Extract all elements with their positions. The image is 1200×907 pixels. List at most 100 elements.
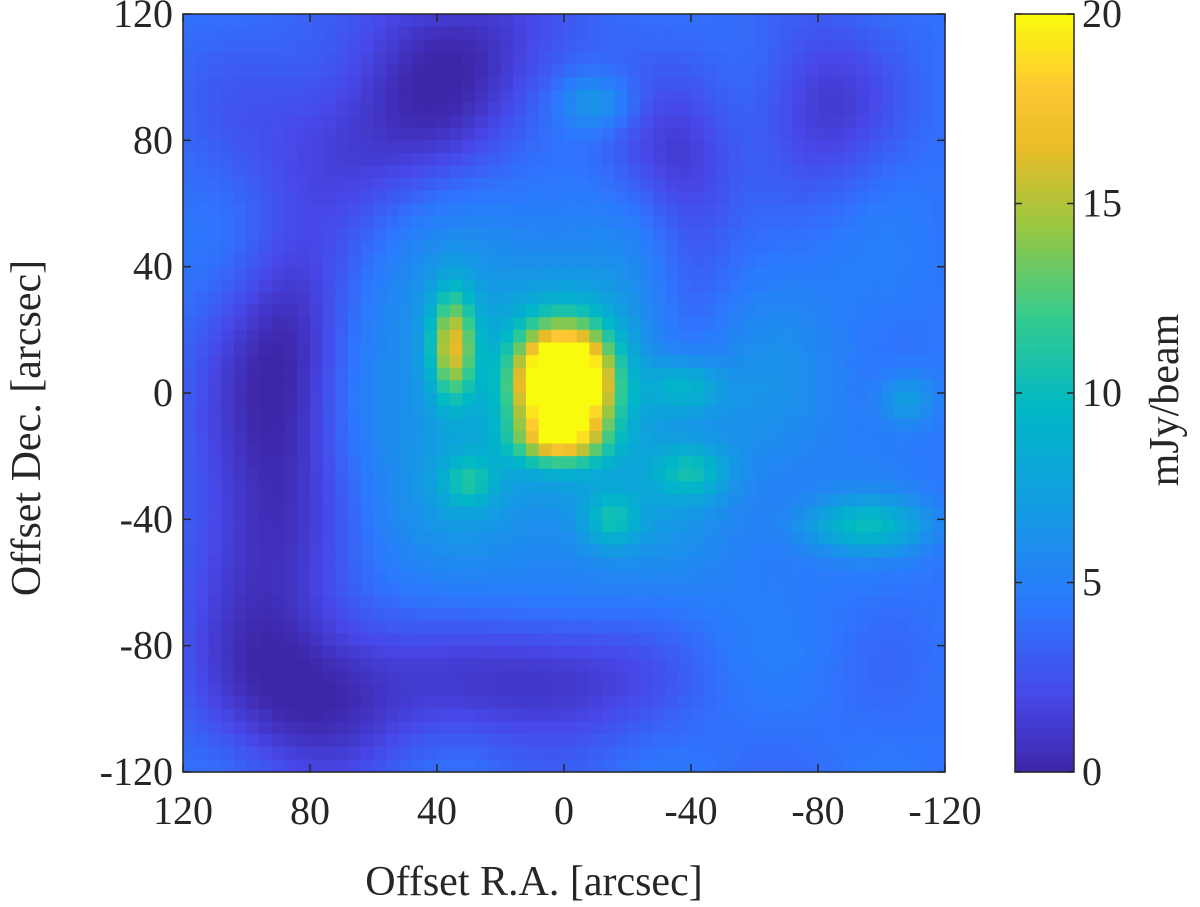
colorbar-label: mJy/beam xyxy=(1142,313,1188,486)
colorbar-segment xyxy=(1015,134,1074,141)
heatmap-cell xyxy=(576,696,590,710)
heatmap-cell xyxy=(564,279,578,293)
heatmap-cell xyxy=(284,329,298,344)
heatmap-cell xyxy=(665,355,679,369)
heatmap-cell xyxy=(221,557,235,571)
heatmap-cell xyxy=(627,405,641,419)
heatmap-cell xyxy=(792,254,806,268)
heatmap-cell xyxy=(513,734,527,748)
heatmap-cell xyxy=(932,734,946,748)
heatmap-cell xyxy=(462,64,476,78)
heatmap-cell xyxy=(627,443,641,457)
heatmap-cell xyxy=(716,140,730,154)
heatmap-cell xyxy=(398,216,413,230)
heatmap-cell xyxy=(741,405,756,419)
heatmap-cell xyxy=(449,645,463,659)
heatmap-cell xyxy=(449,456,463,470)
heatmap-cell xyxy=(322,721,336,735)
heatmap-cell xyxy=(779,140,794,154)
heatmap-cell xyxy=(424,228,438,242)
heatmap-cell xyxy=(525,557,540,571)
heatmap-cell xyxy=(335,291,349,306)
heatmap-cell xyxy=(398,317,413,331)
heatmap-cell xyxy=(183,115,197,129)
heatmap-cell xyxy=(767,645,781,659)
heatmap-cell xyxy=(691,342,705,356)
heatmap-cell xyxy=(462,203,476,217)
heatmap-cell xyxy=(919,165,933,179)
heatmap-cell xyxy=(411,178,425,192)
colorbar-tick-label: 10 xyxy=(1082,370,1122,415)
heatmap-cell xyxy=(589,266,603,280)
heatmap-cell xyxy=(665,393,679,407)
heatmap-cell xyxy=(729,430,743,445)
colorbar-segment xyxy=(1015,51,1074,59)
heatmap-cell xyxy=(487,329,502,344)
heatmap-cell xyxy=(310,241,324,255)
heatmap-cell xyxy=(805,759,819,773)
heatmap-cell xyxy=(246,658,260,672)
heatmap-cell xyxy=(348,734,362,748)
heatmap-cell xyxy=(386,190,400,205)
heatmap-cell xyxy=(602,77,616,91)
heatmap-cell xyxy=(551,165,565,179)
heatmap-cell xyxy=(259,620,273,634)
heatmap-cell xyxy=(716,89,730,104)
heatmap-cell xyxy=(602,443,616,457)
heatmap-cell xyxy=(221,418,235,432)
heatmap-cell xyxy=(271,241,286,255)
heatmap-cell xyxy=(932,51,946,66)
colorbar-segment xyxy=(1015,639,1074,647)
y-tick-label: 40 xyxy=(133,244,173,289)
heatmap-cell xyxy=(538,216,552,230)
heatmap-cell xyxy=(233,51,248,66)
heatmap-cell xyxy=(614,708,629,723)
heatmap-cell xyxy=(475,152,489,167)
heatmap-cell xyxy=(500,506,514,520)
heatmap-cell xyxy=(348,228,362,242)
heatmap-cell xyxy=(348,367,362,381)
heatmap-cell xyxy=(373,26,387,40)
heatmap-cell xyxy=(246,89,260,104)
heatmap-cell xyxy=(564,241,578,255)
heatmap-cell xyxy=(424,557,438,571)
colorbar-segment xyxy=(1015,664,1074,672)
y-tick-label: 120 xyxy=(113,0,173,36)
heatmap-cell xyxy=(856,582,870,596)
heatmap-cell xyxy=(424,216,438,230)
heatmap-cell xyxy=(640,430,654,445)
heatmap-cell xyxy=(360,405,375,419)
heatmap-cell xyxy=(881,658,895,672)
heatmap-cell xyxy=(348,329,362,344)
heatmap-cell xyxy=(297,582,311,596)
heatmap-cell xyxy=(386,115,400,129)
heatmap-cell xyxy=(462,405,476,419)
heatmap-cell xyxy=(271,633,286,647)
heatmap-cell xyxy=(906,279,921,293)
heatmap-cell xyxy=(297,190,311,205)
heatmap-cell xyxy=(360,531,375,546)
colorbar-segment xyxy=(1015,721,1074,729)
heatmap-cell xyxy=(843,430,857,445)
heatmap-cell xyxy=(564,582,578,596)
heatmap-cell xyxy=(564,77,578,91)
heatmap-cell xyxy=(779,64,794,78)
heatmap-cell xyxy=(805,430,819,445)
heatmap-cell xyxy=(195,746,209,760)
heatmap-cell xyxy=(779,380,794,394)
heatmap-cell xyxy=(424,140,438,154)
heatmap-cell xyxy=(843,595,857,609)
heatmap-cell xyxy=(818,367,832,381)
heatmap-cell xyxy=(703,380,717,394)
heatmap-cell xyxy=(386,165,400,179)
heatmap-cell xyxy=(932,494,946,508)
heatmap-cell xyxy=(894,582,908,596)
heatmap-cell xyxy=(627,342,641,356)
heatmap-cell xyxy=(729,102,743,116)
heatmap-cell xyxy=(678,645,692,659)
heatmap-cell xyxy=(691,329,705,344)
colorbar-segment xyxy=(1015,563,1074,571)
heatmap-cell xyxy=(271,291,286,306)
heatmap-cell xyxy=(564,683,578,697)
heatmap-cell xyxy=(652,279,667,293)
